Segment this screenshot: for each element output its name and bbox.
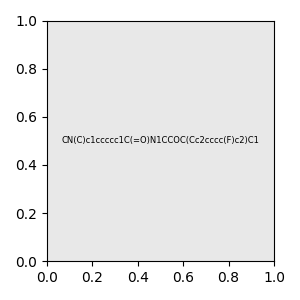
Text: CN(C)c1ccccc1C(=O)N1CCOC(Cc2cccc(F)c2)C1: CN(C)c1ccccc1C(=O)N1CCOC(Cc2cccc(F)c2)C1 — [61, 136, 259, 146]
